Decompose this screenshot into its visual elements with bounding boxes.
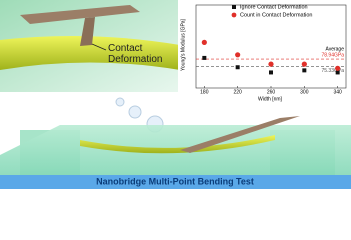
legend-marker [232,5,236,9]
probe [180,116,300,153]
x-tick-label: 220 [233,89,242,95]
zoom-probe [80,17,95,46]
chart: Young's Modulus [GPa] Width [nm] 180 220 2… [178,0,351,104]
zoom-beam [0,36,180,70]
x-tick-label: 260 [267,89,276,95]
x-tick-label: 340 [333,89,342,95]
point [201,39,207,45]
point [335,70,340,75]
legend-label: Count in Contact Deformation [240,12,312,18]
banner-text: Nanobridge Multi-Point Bending Test [96,176,254,186]
legend-marker [231,12,237,18]
legend-label: Ignore Contact Deformation [240,4,308,10]
point [335,65,341,71]
zoom-tip [20,5,140,24]
point [269,70,273,75]
average-label: 78.94GPa [321,52,344,58]
point [301,61,307,67]
figure: Contact Deformation Nanobridge Multi-Poin… [0,0,351,189]
beam [80,135,275,154]
bubble [115,97,125,107]
point [302,68,307,73]
x-tick-label: 180 [200,89,209,95]
y-axis-label: Young's Modulus [GPa] [180,18,186,71]
point [268,61,274,67]
average-label: 75.33GPa [321,68,344,74]
banner [0,175,351,189]
x-axis-label: Width [nm] [258,96,283,102]
point [202,55,207,60]
bubble [128,105,142,119]
callout: Contact Deformation [108,43,162,65]
point [235,52,241,58]
point [235,65,240,70]
callout-pointer [91,43,107,51]
x-tick-label: 300 [300,89,309,95]
average-title: Average [325,46,344,52]
chart-background [178,0,351,104]
illustration: Contact Deformation Nanobridge Multi-Poin… [0,0,351,189]
